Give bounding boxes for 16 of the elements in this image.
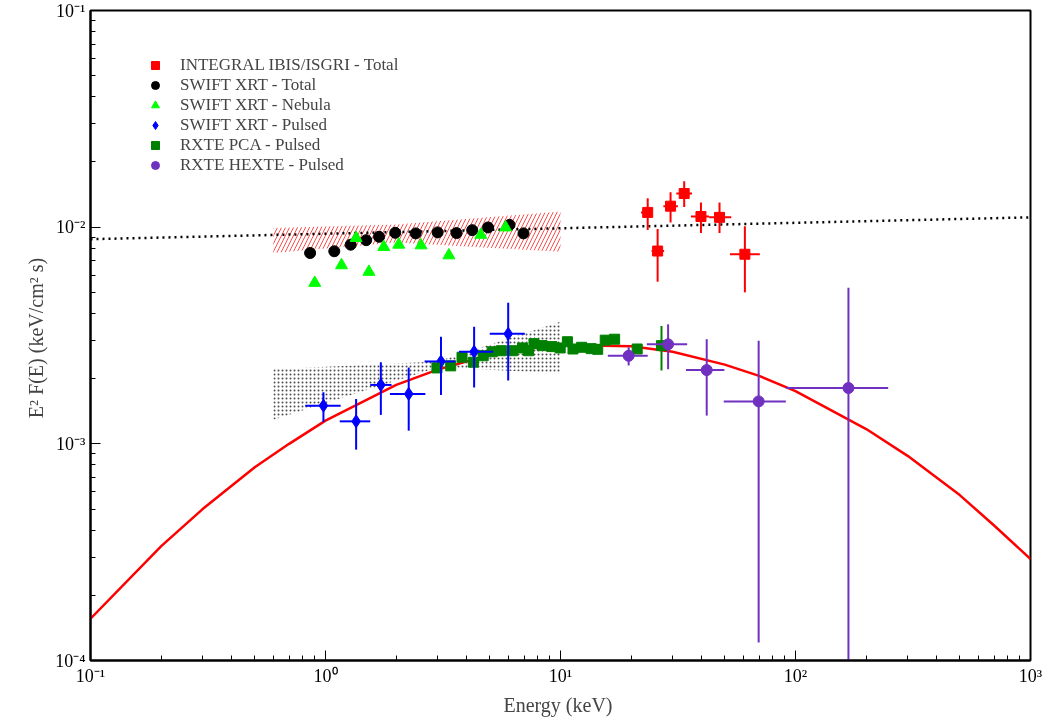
x-tick-label: 10⁰ xyxy=(313,665,338,686)
x-axis-title: Energy (keV) xyxy=(503,693,613,717)
legend-label: SWIFT XRT - Total xyxy=(180,75,317,95)
x-tick-label: 10⁻¹ xyxy=(75,665,106,686)
legend-label: RXTE HEXTE - Pulsed xyxy=(180,155,344,175)
y-tick-label: 10⁻¹ xyxy=(56,0,86,21)
x-tick-label: 10² xyxy=(783,665,808,686)
y-tick-label: 10⁻² xyxy=(56,217,86,238)
legend-label: SWIFT XRT - Pulsed xyxy=(180,115,328,135)
y-axis-title: E² F(E) (keV/cm² s) xyxy=(25,257,49,419)
legend-label: RXTE PCA - Pulsed xyxy=(180,135,321,155)
y-tick-label: 10⁻³ xyxy=(56,433,87,454)
x-tick-label: 10³ xyxy=(1018,665,1043,686)
legend-label: SWIFT XRT - Nebula xyxy=(180,95,331,115)
x-tick-label: 10¹ xyxy=(548,665,573,686)
legend-label: INTEGRAL IBIS/ISGRI - Total xyxy=(180,55,399,75)
